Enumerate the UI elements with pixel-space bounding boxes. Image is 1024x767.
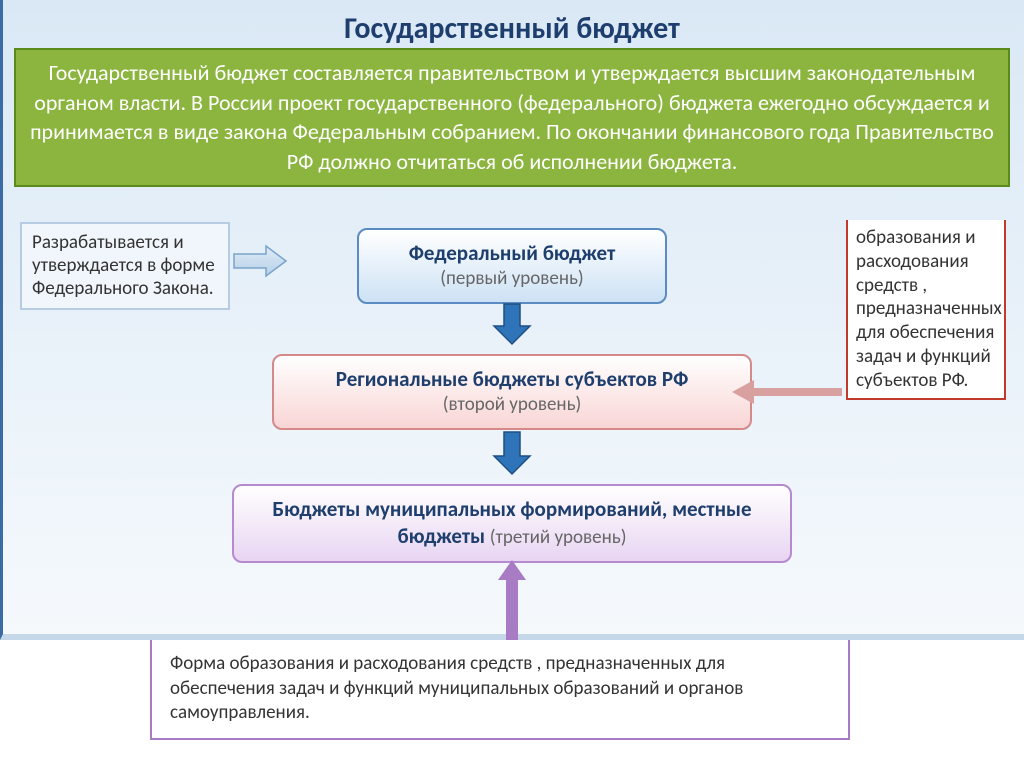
level-3-box: Бюджеты муниципальных формирований, мест… — [232, 484, 792, 563]
arrow-down-icon-2 — [490, 428, 534, 478]
bottom-annotation: Форма образования и расходования средств… — [150, 640, 850, 740]
level-1-box: Федеральный бюджет (первый уровень) — [357, 228, 667, 304]
arrow-down-icon — [490, 300, 534, 348]
level-3-sub: (третий уровень) — [490, 526, 627, 549]
level-2-box: Региональные бюджеты субъектов РФ (второ… — [272, 354, 752, 430]
right-annotation: образования и расходования средств , пре… — [846, 220, 1006, 400]
arrow-up-connector-icon — [492, 560, 532, 640]
left-annotation: Разрабатывается и утверждается в форме Ф… — [20, 222, 230, 310]
level-2-sub: (второй уровень) — [296, 393, 728, 418]
connector-right-icon — [732, 378, 842, 408]
main-title: Государственный бюджет — [0, 10, 1024, 47]
level-1-title: Федеральный бюджет — [381, 240, 643, 267]
arrow-right-icon — [232, 242, 290, 280]
intro-text-box: Государственный бюджет составляется прав… — [14, 48, 1010, 187]
level-2-title: Региональные бюджеты субъектов РФ — [296, 366, 728, 393]
level-1-sub: (первый уровень) — [381, 267, 643, 292]
